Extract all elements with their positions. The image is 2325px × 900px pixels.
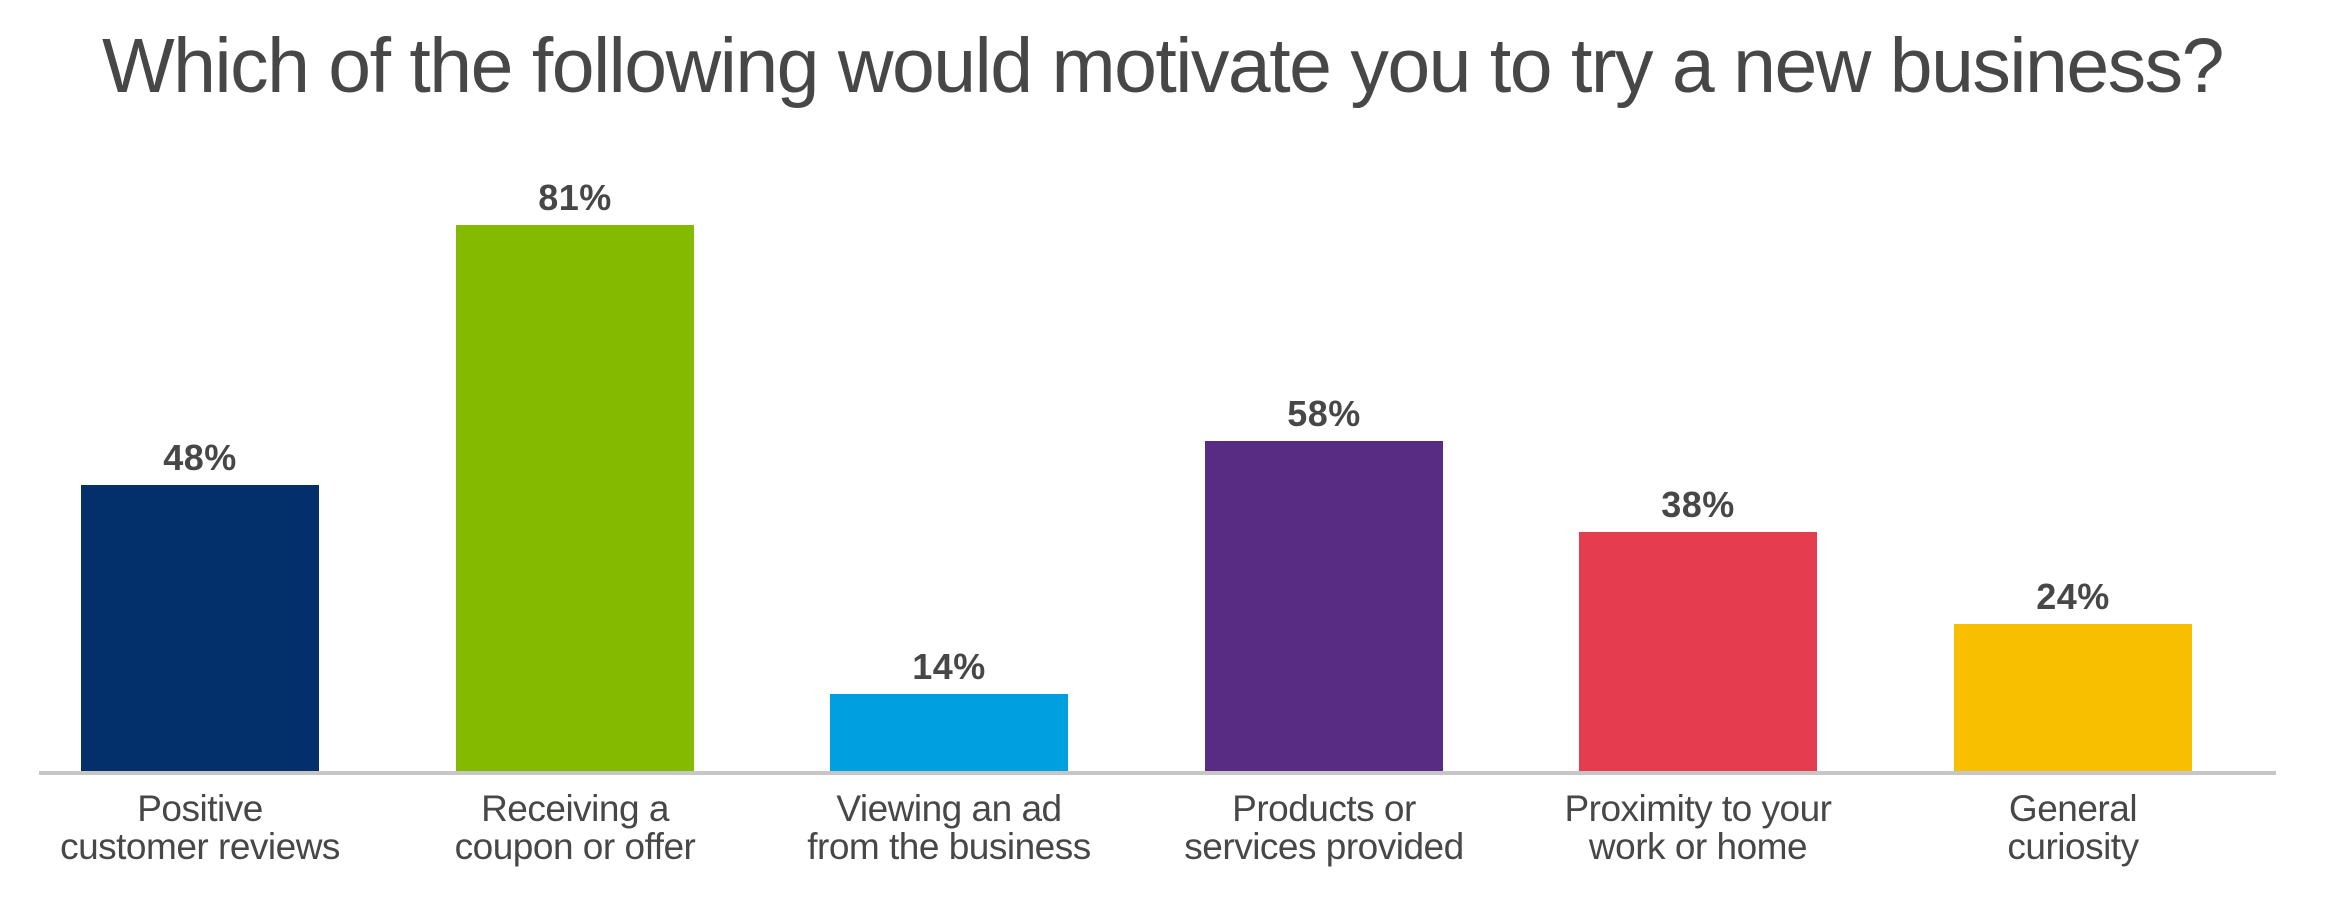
category-label-line1: General xyxy=(2008,788,2138,829)
category-label-line2: customer reviews xyxy=(60,826,340,867)
bar-value-label: 14% xyxy=(912,646,986,687)
bar-value-label: 38% xyxy=(1661,484,1735,525)
category-label: Products or services provided xyxy=(1114,790,1534,866)
bar-5 xyxy=(1579,532,1817,771)
bar-4 xyxy=(1205,441,1443,771)
bar-value-label: 58% xyxy=(1287,393,1361,434)
category-label-line2: curiosity xyxy=(2007,826,2139,867)
category-label-line1: Viewing an ad xyxy=(836,788,1062,829)
bar-value-label: 81% xyxy=(538,177,612,218)
bar-1 xyxy=(81,485,319,771)
category-label-line1: Proximity to your xyxy=(1564,788,1832,829)
category-label: Proximity to your work or home xyxy=(1488,790,1908,866)
category-label: Positive customer reviews xyxy=(0,790,410,866)
category-label-line2: work or home xyxy=(1588,826,1808,867)
category-label-line1: Products or xyxy=(1232,788,1416,829)
bar-value-label: 48% xyxy=(163,437,237,478)
category-label-line1: Positive xyxy=(137,788,263,829)
category-label-line2: coupon or offer xyxy=(454,826,696,867)
category-label: General curiosity xyxy=(1863,790,2283,866)
category-label-line2: services provided xyxy=(1184,826,1464,867)
category-label-line1: Receiving a xyxy=(481,788,669,829)
category-label: Receiving a coupon or offer xyxy=(365,790,785,866)
category-label-line2: from the business xyxy=(807,826,1091,867)
bar-value-label: 24% xyxy=(2036,576,2110,617)
x-axis-line xyxy=(39,771,2276,775)
bar-3 xyxy=(830,694,1068,771)
category-label: Viewing an ad from the business xyxy=(739,790,1159,866)
chart-title: Which of the following would motivate yo… xyxy=(101,23,2225,109)
bar-6 xyxy=(1954,624,2192,771)
bar-2 xyxy=(456,225,694,771)
